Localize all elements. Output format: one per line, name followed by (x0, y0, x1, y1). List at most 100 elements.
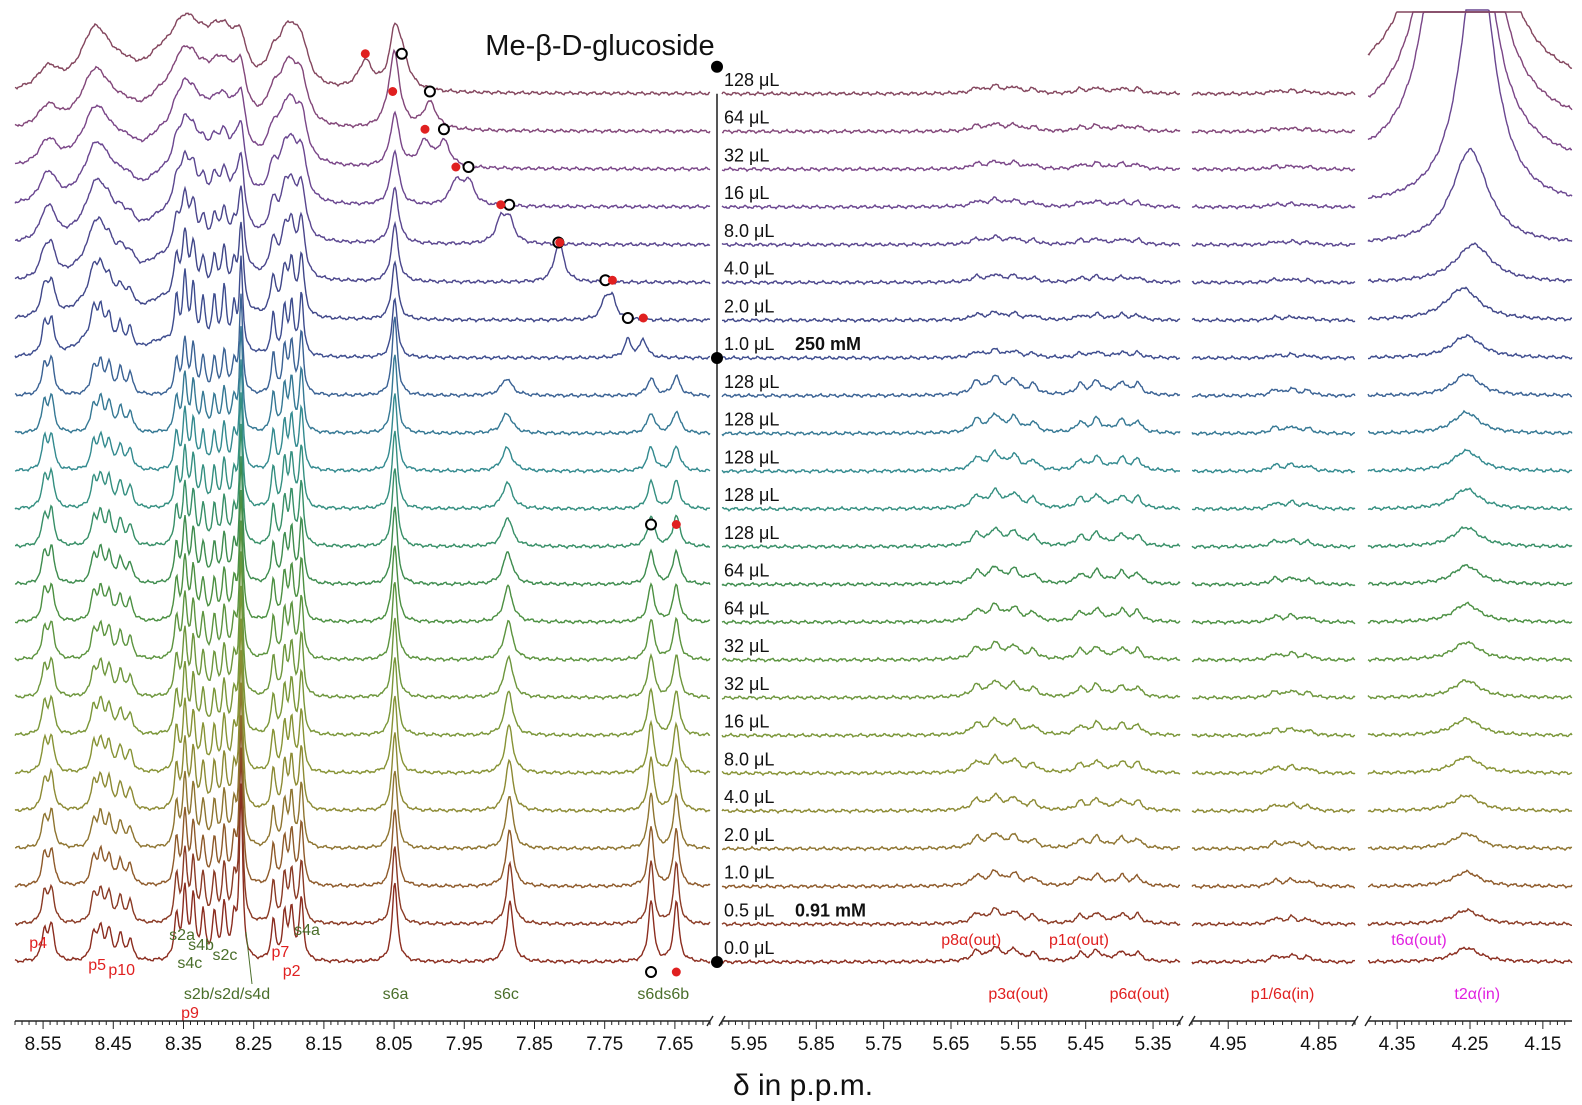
peak-label: p5 (88, 957, 106, 974)
spectrum-panel-2 (721, 753, 1181, 777)
spectrum-panel-1 (14, 255, 711, 361)
concentration-label: 0.91 mM (795, 900, 866, 920)
spectrum-trace (14, 221, 1573, 324)
spectrum-panel-1 (14, 44, 711, 135)
red-dot-marker (555, 238, 565, 247)
open-circle-marker (503, 198, 516, 211)
axis-tick-label: 8.25 (235, 1034, 272, 1055)
peak-label: s2c (212, 947, 237, 964)
trace-volume-label: 4.0 μL (724, 787, 774, 807)
open-circle-marker (437, 123, 450, 136)
peak-label: s6d (637, 986, 663, 1003)
axis-tick-label: 4.85 (1300, 1034, 1337, 1055)
axis-break (1176, 1015, 1184, 1027)
spectrum-panel-4 (1367, 755, 1573, 776)
peak-label: s2a (169, 927, 195, 944)
spectrum-panel-2 (721, 234, 1181, 248)
red-dot-marker (451, 162, 461, 172)
spectrum-panel-2 (721, 374, 1181, 399)
red-dot-marker (496, 200, 506, 210)
spectrum-panel-2 (721, 832, 1181, 852)
spectrum-panel-1 (14, 618, 711, 776)
spectrum-panel-4 (1367, 794, 1573, 814)
spectrum-panel-2 (721, 448, 1180, 475)
spectrum-panel-2 (721, 272, 1181, 286)
region-label: p8α(out) (941, 932, 1001, 949)
axis-tick-label: 4.25 (1452, 1034, 1489, 1055)
spectrum-panel-3 (1191, 386, 1356, 399)
spectrum-panel-3 (1191, 537, 1356, 550)
spectrum-panel-4 (1368, 409, 1573, 436)
axis-tick-label: 5.95 (730, 1034, 767, 1055)
spectrum-panel-3 (1192, 763, 1356, 776)
spectrum-trace (14, 456, 1573, 588)
spectrum-panel-2 (721, 121, 1181, 135)
spectrum-panel-3 (1191, 87, 1356, 97)
trace-volume-label: 2.0 μL (724, 825, 774, 845)
spectrum-panel-2 (721, 310, 1181, 323)
spectrum-trace (14, 392, 1573, 513)
trace-volume-label: 64 μL (724, 598, 769, 618)
red-dot-marker (607, 275, 617, 285)
trace-volume-label: 64 μL (724, 561, 769, 581)
peak-label: s6a (383, 986, 409, 1003)
spectra-group (14, 9, 1573, 965)
axis-tick-label: 5.85 (798, 1034, 835, 1055)
spectrum-panel-1 (14, 221, 711, 323)
x-axis: 8.55 8.45 8.35 8.25 8.15 8.05 7.95 7.85 7.75 7.65… (14, 60, 1572, 1055)
red-dot-marker (671, 520, 681, 529)
region-label: p1α(out) (1049, 932, 1109, 949)
spectrum-panel-3 (1191, 612, 1356, 626)
red-dot-marker (671, 967, 681, 977)
x-axis-label: δ in p.p.m. (733, 1069, 873, 1102)
spectrum-panel-3 (1191, 462, 1356, 474)
spectrum-panel-2 (722, 640, 1181, 663)
spectrum-panel-2 (721, 945, 1181, 965)
spectrum-panel-4 (1367, 679, 1573, 701)
spectrum-panel-2 (721, 196, 1181, 211)
spectrum-panel-1 (14, 326, 711, 436)
spectrum-panel-3 (1191, 575, 1356, 588)
spectrum-panel-1 (14, 423, 711, 550)
spectrum-panel-1 (14, 715, 711, 889)
spectrum-panel-3 (1192, 163, 1356, 173)
trace-volume-label: 4.0 μL (724, 259, 774, 279)
spectrum-panel-1 (14, 520, 711, 663)
stack-dot (711, 956, 723, 968)
concentration-label: 250 mM (795, 334, 861, 354)
trace-volume-label: 0.5 μL (724, 900, 774, 920)
trace-volume-label: 128 μL (724, 372, 779, 392)
open-circle-marker (423, 85, 436, 98)
trace-volume-label: 2.0 μL (724, 296, 774, 316)
spectrum-trace (14, 326, 1573, 437)
spectrum-panel-4 (1367, 9, 1573, 200)
spectrum-panel-1 (14, 149, 711, 248)
peak-label: p10 (108, 962, 135, 979)
spectrum-panel-1 (14, 585, 711, 738)
spectrum-trace (14, 618, 1573, 777)
spectrum-panel-4 (1367, 11, 1573, 70)
trace-volume-label: 32 μL (724, 636, 769, 656)
spectrum-panel-3 (1191, 952, 1356, 965)
trace-volume-label: 128 μL (724, 523, 779, 543)
peak-label: p9 (181, 1005, 199, 1022)
peak-label: s4c (177, 955, 202, 972)
spectrum-panel-1 (14, 359, 711, 474)
spectrum-trace (14, 747, 1572, 928)
spectrum-panel-1 (14, 76, 711, 172)
spectrum-panel-1 (14, 551, 711, 701)
spectrum-panel-2 (721, 83, 1181, 97)
spectrum-panel-3 (1191, 314, 1356, 324)
spectrum-panel-4 (1367, 242, 1573, 284)
spectrum-panel-1 (14, 747, 711, 927)
spectrum-panel-3 (1191, 876, 1355, 890)
spectrum-panel-3 (1191, 201, 1356, 210)
trace-labels: 0.0 μL 0.5 μL 1.0 μL 2.0 μL 4.0 μL 8.0 μL 16 μ… (29, 70, 1500, 1022)
spectrum-panel-4 (1367, 373, 1573, 399)
spectrum-trace (14, 11, 1573, 97)
spectrum-panel-1 (14, 293, 711, 399)
spectrum-panel-2 (721, 487, 1181, 512)
spectrum-panel-4 (1367, 11, 1573, 151)
spectrum-trace (14, 11, 1573, 135)
